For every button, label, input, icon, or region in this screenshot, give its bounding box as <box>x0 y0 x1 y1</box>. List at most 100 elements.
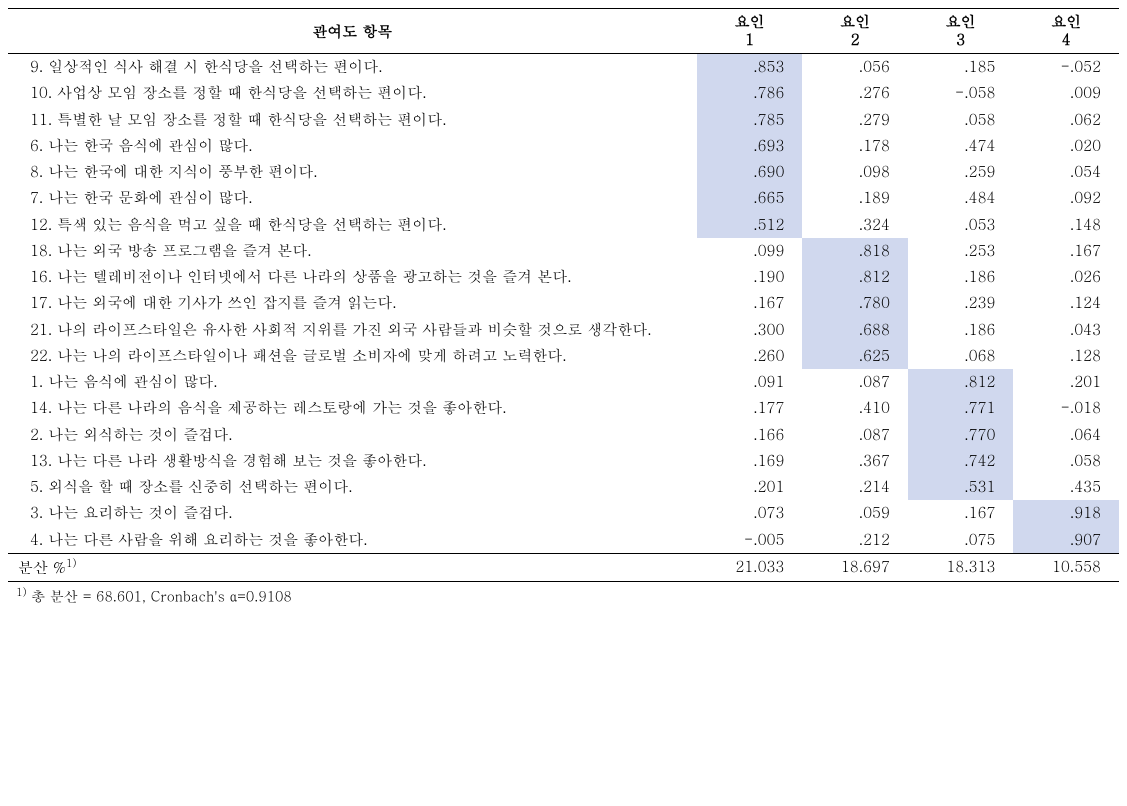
value-cell: .770 <box>908 422 1014 448</box>
value-cell: .512 <box>697 212 803 238</box>
value-cell: .166 <box>697 422 803 448</box>
variance-value: 21.033 <box>697 553 803 581</box>
value-cell: .435 <box>1013 474 1119 500</box>
value-cell: .053 <box>908 212 1014 238</box>
table-row: 7. 나는 한국 문화에 관심이 많다..665.189.484.092 <box>8 185 1119 211</box>
value-cell: .785 <box>697 107 803 133</box>
value-cell: .918 <box>1013 500 1119 526</box>
footnote: 1) 총 분산 = 68.601, Cronbach's α=0.9108 <box>8 582 1119 606</box>
value-cell: .087 <box>802 422 908 448</box>
value-cell: .665 <box>697 185 803 211</box>
value-cell: .279 <box>802 107 908 133</box>
value-cell: .167 <box>697 290 803 316</box>
item-cell: 12. 특색 있는 음식을 먹고 싶을 때 한식당을 선택하는 편이다. <box>8 212 697 238</box>
table-row: 8. 나는 한국에 대한 지식이 풍부한 편이다..690.098.259.05… <box>8 159 1119 185</box>
item-cell: 1. 나는 음식에 관심이 많다. <box>8 369 697 395</box>
item-cell: 5. 외식을 할 때 장소를 신중히 선택하는 편이다. <box>8 474 697 500</box>
value-cell: .484 <box>908 185 1014 211</box>
value-cell: .043 <box>1013 317 1119 343</box>
item-cell: 21. 나의 라이프스타일은 유사한 사회적 지위를 가진 외국 사람들과 비슷… <box>8 317 697 343</box>
item-cell: 2. 나는 외식하는 것이 즐겁다. <box>8 422 697 448</box>
value-cell: .064 <box>1013 422 1119 448</box>
variance-row: 분산 %1)21.03318.69718.31310.558 <box>8 553 1119 581</box>
item-cell: 6. 나는 한국 음식에 관심이 많다. <box>8 133 697 159</box>
value-cell: .690 <box>697 159 803 185</box>
value-cell: .474 <box>908 133 1014 159</box>
value-cell: .092 <box>1013 185 1119 211</box>
table-row: 6. 나는 한국 음식에 관심이 많다..693.178.474.020 <box>8 133 1119 159</box>
value-cell: .062 <box>1013 107 1119 133</box>
value-cell: .128 <box>1013 343 1119 369</box>
value-cell: .239 <box>908 290 1014 316</box>
value-cell: .190 <box>697 264 803 290</box>
item-cell: 11. 특별한 날 모임 장소를 정할 때 한식당을 선택하는 편이다. <box>8 107 697 133</box>
footnote-sup: 1) <box>16 585 27 600</box>
value-cell: .625 <box>802 343 908 369</box>
value-cell: .186 <box>908 317 1014 343</box>
value-cell: .531 <box>908 474 1014 500</box>
value-cell: .124 <box>1013 290 1119 316</box>
table-row: 13. 나는 다른 나라 생활방식을 경험해 보는 것을 좋아한다..169.3… <box>8 448 1119 474</box>
header-factor-4: 요인 4 <box>1013 9 1119 54</box>
item-cell: 8. 나는 한국에 대한 지식이 풍부한 편이다. <box>8 159 697 185</box>
table-row: 22. 나는 나의 라이프스타일이나 패션을 글로벌 소비자에 맞게 하려고 노… <box>8 343 1119 369</box>
item-cell: 3. 나는 요리하는 것이 즐겁다. <box>8 500 697 526</box>
table-row: 1. 나는 음식에 관심이 많다..091.087.812.201 <box>8 369 1119 395</box>
value-cell: .253 <box>908 238 1014 264</box>
value-cell: .214 <box>802 474 908 500</box>
item-cell: 18. 나는 외국 방송 프로그램을 즐겨 본다. <box>8 238 697 264</box>
value-cell: .178 <box>802 133 908 159</box>
item-cell: 13. 나는 다른 나라 생활방식을 경험해 보는 것을 좋아한다. <box>8 448 697 474</box>
value-cell: .853 <box>697 54 803 81</box>
value-cell: .201 <box>697 474 803 500</box>
item-cell: 16. 나는 텔레비전이나 인터넷에서 다른 나라의 상품을 광고하는 것을 즐… <box>8 264 697 290</box>
value-cell: .324 <box>802 212 908 238</box>
value-cell: .780 <box>802 290 908 316</box>
value-cell: .091 <box>697 369 803 395</box>
value-cell: .693 <box>697 133 803 159</box>
value-cell: .786 <box>697 80 803 106</box>
value-cell: .073 <box>697 500 803 526</box>
item-cell: 17. 나는 외국에 대한 기사가 쓰인 잡지를 즐겨 읽는다. <box>8 290 697 316</box>
table-row: 2. 나는 외식하는 것이 즐겁다..166.087.770.064 <box>8 422 1119 448</box>
value-cell: .812 <box>908 369 1014 395</box>
value-cell: .260 <box>697 343 803 369</box>
value-cell: .367 <box>802 448 908 474</box>
value-cell: .688 <box>802 317 908 343</box>
value-cell: .026 <box>1013 264 1119 290</box>
value-cell: .167 <box>908 500 1014 526</box>
variance-value: 18.313 <box>908 553 1014 581</box>
value-cell: .177 <box>697 395 803 421</box>
table-row: 9. 일상적인 식사 해결 시 한식당을 선택하는 편이다..853.056.1… <box>8 54 1119 81</box>
value-cell: .259 <box>908 159 1014 185</box>
table-row: 16. 나는 텔레비전이나 인터넷에서 다른 나라의 상품을 광고하는 것을 즐… <box>8 264 1119 290</box>
header-factor-1: 요인 1 <box>697 9 803 54</box>
variance-value: 18.697 <box>802 553 908 581</box>
variance-value: 10.558 <box>1013 553 1119 581</box>
value-cell: .410 <box>802 395 908 421</box>
value-cell: .059 <box>802 500 908 526</box>
table-row: 21. 나의 라이프스타일은 유사한 사회적 지위를 가진 외국 사람들과 비슷… <box>8 317 1119 343</box>
value-cell: .058 <box>1013 448 1119 474</box>
table-row: 3. 나는 요리하는 것이 즐겁다..073.059.167.918 <box>8 500 1119 526</box>
factor-table: 관여도 항목 요인 1 요인 2 요인 3 요인 4 9. 일상적인 식사 해결… <box>8 8 1119 582</box>
value-cell: -.018 <box>1013 395 1119 421</box>
value-cell: .300 <box>697 317 803 343</box>
value-cell: .742 <box>908 448 1014 474</box>
value-cell: -.052 <box>1013 54 1119 81</box>
item-cell: 9. 일상적인 식사 해결 시 한식당을 선택하는 편이다. <box>8 54 697 81</box>
value-cell: -.058 <box>908 80 1014 106</box>
value-cell: .212 <box>802 527 908 554</box>
table-row: 5. 외식을 할 때 장소를 신중히 선택하는 편이다..201.214.531… <box>8 474 1119 500</box>
value-cell: .098 <box>802 159 908 185</box>
table-row: 12. 특색 있는 음식을 먹고 싶을 때 한식당을 선택하는 편이다..512… <box>8 212 1119 238</box>
value-cell: .148 <box>1013 212 1119 238</box>
table-row: 14. 나는 다른 나라의 음식을 제공하는 레스토랑에 가는 것을 좋아한다.… <box>8 395 1119 421</box>
value-cell: .058 <box>908 107 1014 133</box>
value-cell: .167 <box>1013 238 1119 264</box>
value-cell: .186 <box>908 264 1014 290</box>
value-cell: .201 <box>1013 369 1119 395</box>
value-cell: .087 <box>802 369 908 395</box>
value-cell: .189 <box>802 185 908 211</box>
table-row: 10. 사업상 모임 장소를 정할 때 한식당을 선택하는 편이다..786.2… <box>8 80 1119 106</box>
